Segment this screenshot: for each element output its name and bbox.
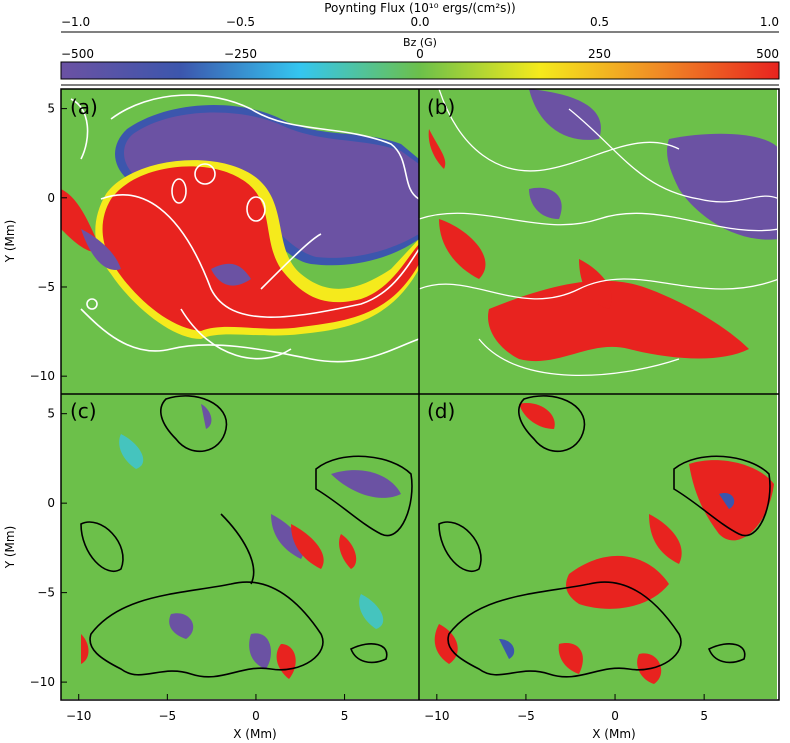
bz-tick-label: 0 [416, 47, 424, 61]
y-tick-label: 5 [47, 102, 55, 116]
poynting-tick-label: 0.5 [590, 15, 609, 29]
y-tick-label: −10 [30, 369, 55, 383]
x-tick-label: −5 [517, 709, 535, 723]
x-tick-label: 0 [252, 709, 260, 723]
panel-label-a: (a) [70, 95, 98, 119]
panel-c [61, 394, 419, 699]
poynting-tick-label: 0.0 [410, 15, 429, 29]
bz-tick-label: 500 [756, 47, 779, 61]
y-axis-label-top: Y (Mm) [3, 220, 17, 264]
y-tick-label: −5 [37, 586, 55, 600]
colorbar [60, 61, 780, 80]
x-axis-label-right: X (Mm) [592, 727, 635, 741]
panel-a [61, 89, 419, 394]
bz-tick-label: 250 [588, 47, 611, 61]
x-tick-label: −5 [158, 709, 176, 723]
bz-title: Bz (G) [403, 36, 437, 49]
y-tick-label: 5 [47, 407, 55, 421]
x-tick-label: 5 [341, 709, 349, 723]
y-tick-label: 0 [47, 191, 55, 205]
poynting-tick-label: −0.5 [226, 15, 255, 29]
poynting-tick-label: 1.0 [760, 15, 779, 29]
x-axis-label-left: X (Mm) [233, 727, 276, 741]
x-tick-label: −10 [424, 709, 449, 723]
axes-ticks: −10 −5 0 5 −10 −5 0 5 5 0 −5 −10 5 0 −5 −10 [30, 102, 708, 723]
panel-frames [60, 88, 780, 701]
bz-tick-label: −500 [61, 47, 94, 61]
x-tick-label: −10 [66, 709, 91, 723]
poynting-tick-label: −1.0 [61, 15, 90, 29]
y-tick-label: −5 [37, 280, 55, 294]
y-tick-label: 0 [47, 496, 55, 510]
panel-label-b: (b) [427, 95, 455, 119]
panel-label-c: (c) [70, 399, 97, 423]
panel-label-d: (d) [427, 399, 455, 423]
y-axis-label-bottom: Y (Mm) [3, 526, 17, 570]
x-tick-label: 5 [700, 709, 708, 723]
poynting-flux-ticks: −1.0 −0.5 0.0 0.5 1.0 [61, 15, 779, 29]
y-tick-label: −10 [30, 675, 55, 689]
panel-d [419, 394, 777, 699]
bz-tick-label: −250 [224, 47, 257, 61]
poynting-flux-title: Poynting Flux (10¹⁰ ergs/(cm²s)) [324, 1, 516, 15]
bz-ticks: −500 −250 0 250 500 [61, 47, 779, 61]
panel-b [419, 89, 777, 394]
x-tick-label: 0 [611, 709, 619, 723]
